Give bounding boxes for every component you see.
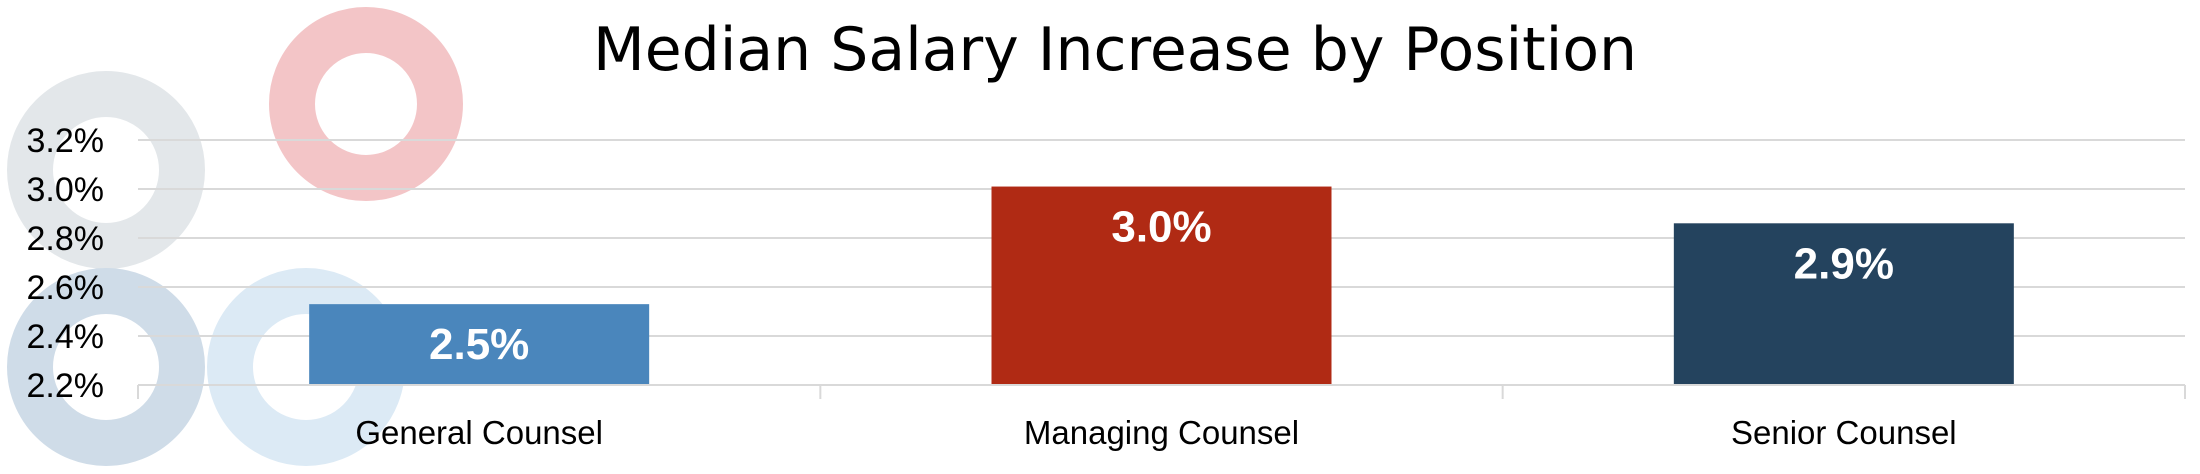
data-labels: 2.5% 3.0% 2.9% <box>429 203 1894 370</box>
bar <box>991 186 1332 385</box>
y-axis-ticks: 2.2% 2.4% 2.6% 2.8% 3.0% 3.2% <box>27 122 105 405</box>
donut-ring-blue-bottom <box>7 268 205 466</box>
data-label: 2.5% <box>429 320 529 369</box>
donut-ring-pink <box>269 7 463 201</box>
data-label: 2.9% <box>1794 239 1894 288</box>
y-tick-label: 3.0% <box>27 171 105 209</box>
y-tick-label: 2.2% <box>27 367 105 405</box>
chart-title: Median Salary Increase by Position <box>593 15 1637 85</box>
category-label: General Counsel <box>355 414 603 451</box>
data-label: 3.0% <box>1111 203 1211 252</box>
donut-ring-gray-top <box>7 71 205 269</box>
y-tick-label: 2.8% <box>27 220 105 258</box>
y-tick-label: 3.2% <box>27 122 105 160</box>
category-label: Senior Counsel <box>1731 414 1957 451</box>
x-axis <box>137 384 2186 399</box>
category-label: Managing Counsel <box>1024 414 1299 451</box>
y-tick-label: 2.6% <box>27 269 105 307</box>
bar <box>309 304 650 385</box>
y-tick-label: 2.4% <box>27 318 105 356</box>
x-axis-categories: General Counsel Managing Counsel Senior Co… <box>355 414 1956 451</box>
bar <box>1673 223 2014 385</box>
bars <box>309 186 2014 385</box>
